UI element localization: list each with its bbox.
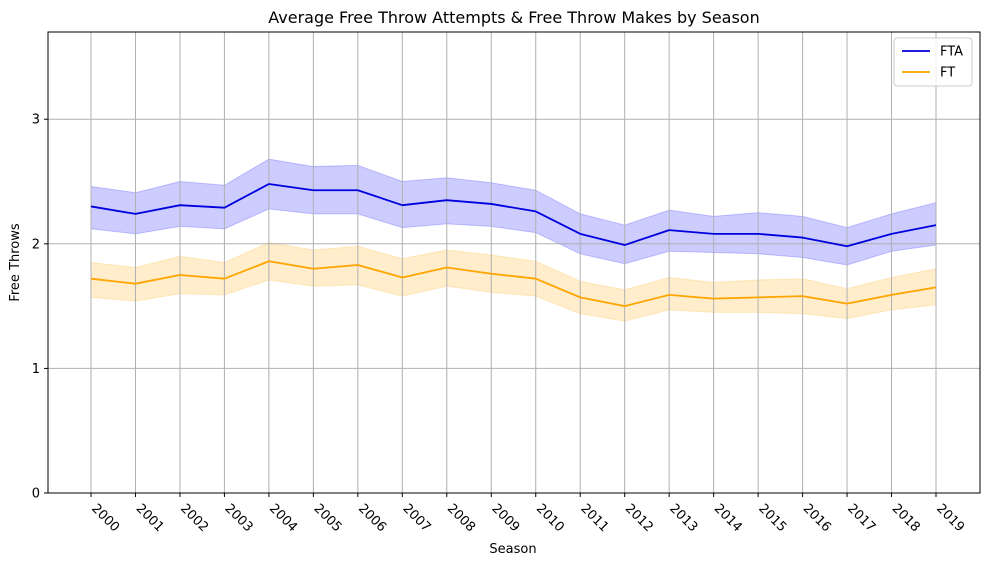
legend: FTA FT (893, 37, 973, 87)
x-tick-label: 2011 (577, 501, 611, 535)
x-tick-label: 2002 (177, 501, 211, 535)
x-tick-label: 2004 (266, 501, 300, 535)
x-tick-label: 2000 (88, 501, 122, 535)
band-fta (90, 158, 937, 266)
x-axis-label: Season (489, 542, 536, 557)
y-axis-ticks: 0 1 2 3 (32, 113, 48, 502)
x-tick-label: 2016 (800, 501, 834, 535)
x-tick-label: 2005 (311, 501, 345, 535)
x-tick-label: 2003 (222, 501, 256, 535)
legend-box (893, 37, 973, 87)
x-tick-label: 2014 (711, 501, 745, 535)
x-tick-label: 2008 (444, 501, 478, 535)
legend-label-fta: FTA (940, 45, 963, 60)
x-tick-label: 2009 (488, 501, 522, 535)
confidence-bands (90, 158, 937, 322)
y-tick-label: 3 (32, 113, 40, 128)
series-line-ft (90, 260, 937, 308)
chart-title: Average Free Throw Attempts & Free Throw… (268, 8, 759, 27)
x-tick-label: 2013 (666, 501, 700, 535)
x-tick-label: 2017 (844, 501, 878, 535)
x-tick-label: 2015 (755, 501, 789, 535)
x-tick-label: 2001 (133, 501, 167, 535)
y-tick-label: 2 (32, 237, 40, 252)
series-lines (90, 183, 937, 308)
x-tick-label: 2010 (533, 501, 567, 535)
x-tick-label: 2006 (355, 501, 389, 535)
x-axis-ticks: 2000 2001 2002 2003 2004 2005 2006 2007 2008 2009… (88, 493, 967, 535)
legend-label-ft: FT (940, 66, 955, 81)
y-axis-label: Free Throws (8, 223, 23, 302)
plot-frame (47, 31, 981, 494)
y-tick-label: 1 (32, 362, 40, 377)
x-tick-label: 2018 (889, 501, 923, 535)
x-tick-label: 2019 (933, 501, 967, 535)
x-tick-label: 2007 (399, 501, 433, 535)
series-line-fta (90, 183, 937, 248)
y-tick-label: 0 (32, 487, 40, 502)
x-tick-label: 2012 (622, 501, 656, 535)
